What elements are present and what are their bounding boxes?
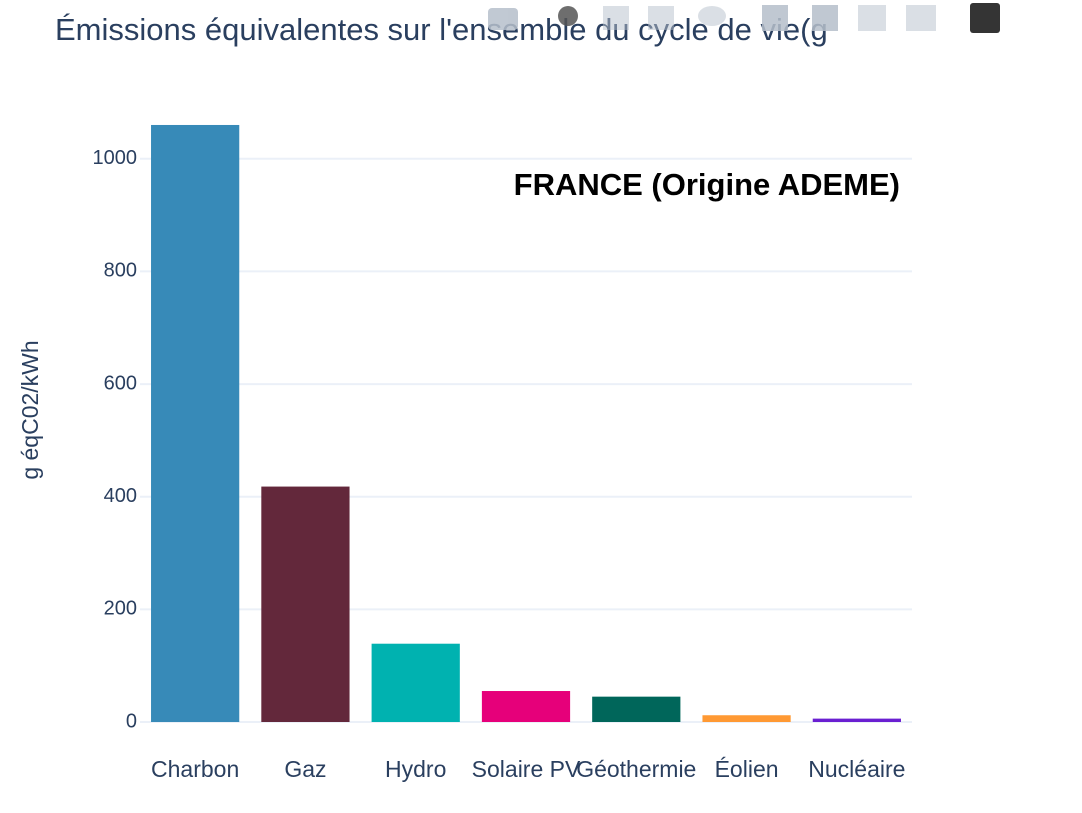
bar [151,124,240,722]
camera-icon[interactable] [488,8,518,30]
bar [592,696,681,722]
x-tick-label: Charbon [151,756,239,782]
x-tick-label: Nucléaire [808,756,905,782]
x-tick-label: Éolien [715,756,779,782]
select-icon[interactable] [648,6,674,30]
x-tick-label: Géothermie [576,756,696,782]
reset-icon[interactable] [906,5,936,31]
bar [481,691,571,722]
bar [812,718,901,722]
x-tick-label: Gaz [284,756,326,782]
bar [261,486,350,722]
toolbar[interactable] [488,3,1000,33]
plotly-logo[interactable] [970,3,1000,33]
y-axis-title: g éqC02/kWh [17,340,43,479]
x-tick-label: Solaire PV [472,756,581,782]
bar [702,715,791,722]
autoscale-icon[interactable] [858,5,886,31]
zoom-in-icon[interactable] [762,5,788,31]
x-tick-label: Hydro [385,756,446,782]
y-tick-label: 400 [104,485,137,507]
zoom-out-icon[interactable] [812,5,838,31]
pan-icon[interactable] [603,6,629,30]
y-tick-label: 600 [104,372,137,394]
y-tick-label: 1000 [93,147,138,169]
lasso-icon[interactable] [698,6,726,26]
bar [371,643,460,722]
y-tick-label: 800 [104,260,137,282]
annotation: FRANCE (Origine ADEME) [514,167,900,202]
zoom-icon[interactable] [558,6,578,26]
y-tick-label: 200 [104,598,137,620]
y-tick-label: 0 [126,710,137,732]
